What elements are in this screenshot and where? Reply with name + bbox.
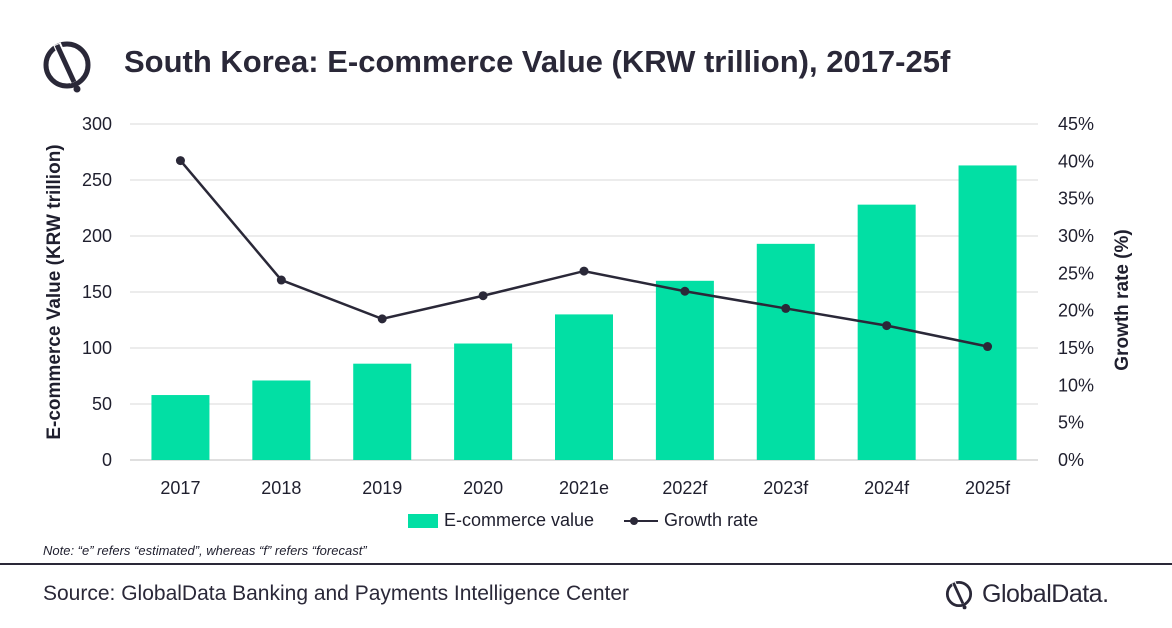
y2-tick-label: 10% — [1058, 375, 1094, 395]
y-axis-title: E-commerce Value (KRW trillion) — [44, 144, 65, 439]
y2-tick-label: 25% — [1058, 263, 1094, 283]
y2-tick-label: 20% — [1058, 301, 1094, 321]
y2-tick-label: 5% — [1058, 413, 1084, 433]
y2-axis-title: Growth rate (%) — [1112, 229, 1133, 370]
x-tick-label: 2018 — [261, 478, 301, 498]
y2-tick-label: 40% — [1058, 151, 1094, 171]
brand-name: GlobalData. — [982, 579, 1109, 608]
brand-logo: GlobalData. — [944, 576, 1109, 612]
bar — [756, 243, 815, 460]
bar — [555, 314, 613, 460]
globaldata-logo-icon — [43, 41, 91, 93]
growth-rate-point — [983, 342, 993, 352]
x-tick-label: 2024f — [864, 478, 910, 498]
y2-tick-label: 15% — [1058, 338, 1094, 358]
legend-item-bar: E-commerce value — [408, 510, 594, 531]
growth-rate-point — [781, 303, 791, 313]
x-tick-label: 2020 — [463, 478, 503, 498]
legend-line-swatch — [624, 516, 659, 525]
bar — [151, 395, 210, 460]
y-tick-label: 100 — [82, 338, 112, 358]
brand-logo-icon — [945, 580, 973, 610]
combo-chart: 0 50 100 150 200 250 300 0% 5% 10% 15% 20% 25% 30% 35%… — [44, 114, 1133, 498]
legend-line-label: Growth rate — [664, 510, 759, 530]
y2-tick-label: 45% — [1058, 114, 1094, 134]
growth-rate-point — [680, 286, 690, 296]
x-tick-label: 2021e — [559, 478, 609, 498]
y-tick-label: 250 — [82, 170, 112, 190]
x-tick-label: 2019 — [362, 478, 402, 498]
growth-rate-point — [175, 156, 185, 166]
x-tick-label: 2025f — [965, 478, 1011, 498]
chart-note: Note: “e” refers “estimated”, whereas “f… — [43, 543, 367, 558]
legend-bar-label: E-commerce value — [444, 510, 595, 530]
growth-rate-point — [579, 266, 589, 276]
y2-tick-label: 35% — [1058, 189, 1094, 209]
y-tick-label: 150 — [82, 282, 112, 302]
bar — [454, 343, 513, 460]
bar — [353, 363, 412, 460]
y-tick-label: 50 — [92, 394, 112, 414]
y2-tick-label: 30% — [1058, 226, 1094, 246]
y-tick-label: 200 — [82, 226, 112, 246]
growth-rate-point — [276, 275, 286, 285]
growth-rate-point — [478, 291, 488, 301]
legend-item-line: Growth rate — [624, 510, 758, 531]
x-tick-label: 2023f — [763, 478, 809, 498]
growth-rate-point — [377, 314, 387, 324]
bar — [958, 165, 1017, 460]
y-tick-label: 300 — [82, 114, 112, 134]
bar — [252, 380, 311, 460]
footer-divider — [0, 563, 1172, 565]
bar — [857, 204, 916, 460]
source-text: Source: GlobalData Banking and Payments … — [43, 582, 630, 605]
legend-bar-swatch — [408, 513, 438, 528]
growth-rate-point — [882, 321, 892, 331]
y2-tick-label: 0% — [1058, 450, 1084, 470]
y-tick-label: 0 — [102, 450, 112, 470]
x-tick-label: 2022f — [662, 478, 708, 498]
chart-legend: E-commerce value Growth rate — [408, 510, 788, 531]
bar — [655, 280, 714, 460]
page-title: South Korea: E-commerce Value (KRW trill… — [124, 44, 951, 79]
x-tick-label: 2017 — [160, 478, 200, 498]
